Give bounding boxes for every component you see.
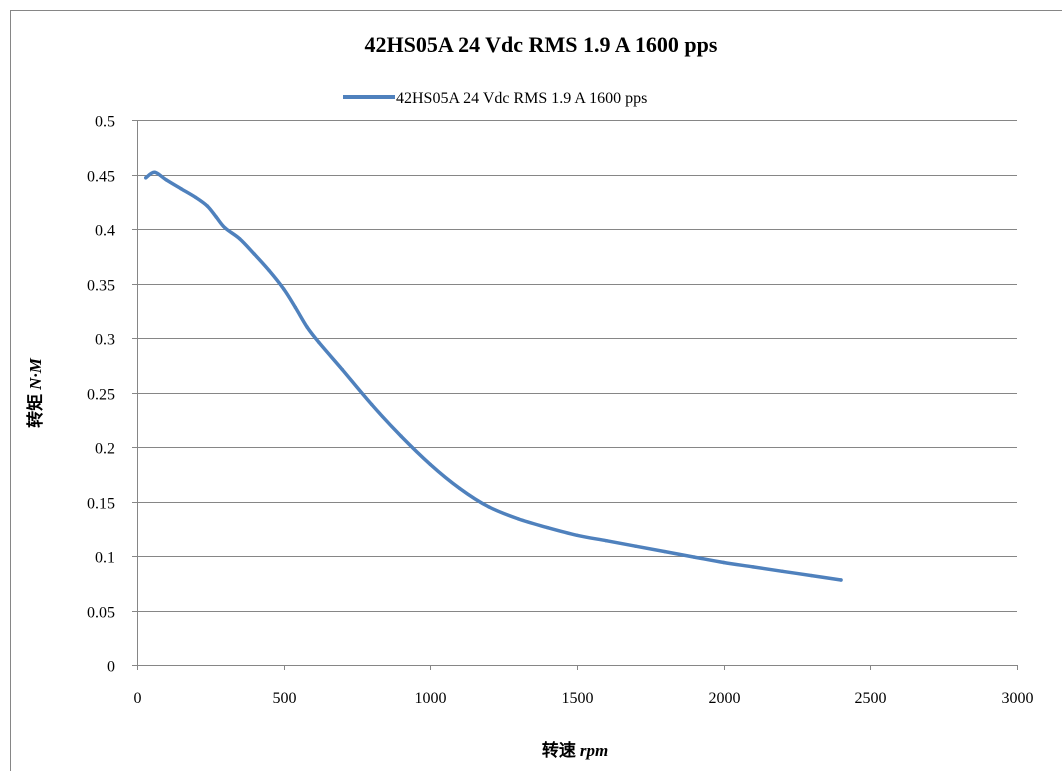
series-point [751,565,755,569]
series-point [293,305,298,310]
series-point [152,170,157,174]
series-point [722,560,726,565]
series-point [634,544,638,548]
series-point [604,539,608,543]
series-point [144,176,148,180]
x-tick-label: 1500 [562,690,594,707]
series-point [238,237,242,241]
y-tick-label: 0.45 [87,169,115,186]
y-tick-label: 0.3 [95,332,115,349]
y-tick-label: 0.2 [95,441,115,458]
y-tick-label: 0 [107,659,115,676]
chart-title: 42HS05A 24 Vdc RMS 1.9 A 1600 pps [365,32,718,57]
series-point [810,573,814,578]
series-point [370,402,374,407]
x-axis-label-unit: rpm [580,741,608,760]
series-point [516,517,520,521]
series-point [692,555,696,559]
series-point [214,215,218,219]
series-point [575,533,579,537]
series-point [317,340,321,345]
y-tick-label: 0.5 [95,114,115,131]
legend: 42HS05A 24 Vdc RMS 1.9 A 1600 pps [343,90,647,107]
series-layer [144,170,843,582]
x-tick-label: 3000 [1002,690,1034,707]
x-tick-label: 1000 [415,690,447,707]
x-axis-label-text: 转速 [542,740,576,760]
y-axis-tick-labels: 0 0.05 0.1 0.15 0.2 0.25 0.3 0.35 0.4 0.45 0.5 [87,114,115,676]
series-point [194,195,198,200]
y-tick-label: 0.1 [95,550,115,567]
series-point [399,434,403,438]
series-point [340,367,344,372]
y-tick-label: 0.4 [95,223,115,240]
x-tick-label: 500 [273,690,297,707]
series-point [282,287,286,291]
series-point [487,505,491,509]
series-point [223,226,227,230]
series-point [839,578,843,582]
series-point [267,268,271,273]
x-tick-label: 2500 [855,690,887,707]
series-point [428,462,432,467]
series-point [164,178,168,182]
series-point [780,569,784,573]
chart-border [10,10,1062,771]
x-axis-label: 转速 rpm [542,740,608,760]
series-point [458,486,462,491]
y-tick-label: 0.35 [87,278,115,295]
y-axis-label-unit: N·M [26,357,45,391]
x-tick-label: 2000 [709,690,741,707]
series-point [305,325,309,329]
y-tick-label: 0.05 [87,605,115,622]
series-point [205,204,210,208]
legend-label: 42HS05A 24 Vdc RMS 1.9 A 1600 pps [396,90,647,107]
y-tick-label: 0.15 [87,496,115,513]
x-axis-tick-labels: 0 500 1000 1500 2000 2500 3000 [134,690,1034,707]
grid-lines [132,120,1018,670]
series-point [546,526,550,530]
series-point [663,549,667,554]
series-point [252,252,256,256]
series-point [179,187,183,191]
y-axis-label: 转矩 N·M [25,357,45,428]
y-axis-label-text: 转矩 [25,394,45,428]
x-tick-label: 0 [134,690,142,707]
y-tick-label: 0.25 [87,387,115,404]
